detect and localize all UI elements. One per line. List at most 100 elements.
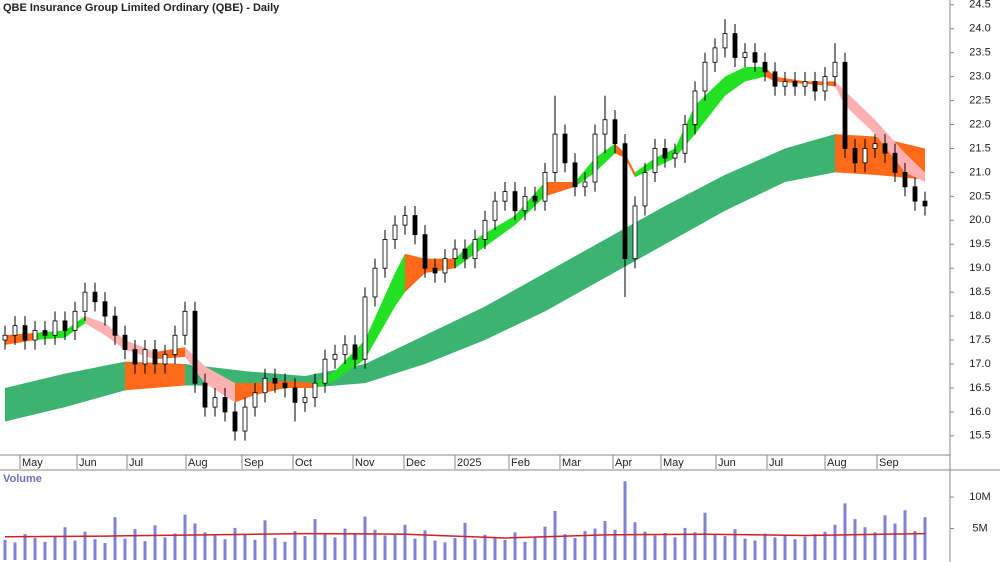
volume-bar [803,536,807,560]
volume-bar [633,522,637,560]
x-tick-label: Aug [188,457,208,469]
candle-body [242,406,248,432]
y-tick-label: 10M [969,491,990,503]
candle-body [372,267,378,298]
volume-bar [503,539,507,560]
candle-body [142,349,148,365]
candle-body [232,411,238,432]
volume-bar [373,529,377,560]
volume-bar [263,520,267,560]
volume-bar [423,530,427,560]
volume-bar [833,524,837,560]
candle-body [212,397,218,408]
volume-bar [653,535,657,560]
volume-bar [333,537,337,560]
candle-body [472,239,478,260]
volume-bar [193,523,197,560]
y-tick-label: 22.5 [969,94,990,106]
candle-body [362,296,368,360]
candle-body [802,81,808,87]
candle-body [312,382,318,398]
ribbon-segment [125,361,185,391]
volume-bar [203,532,207,560]
volume-bar [693,532,697,560]
ribbon-segment [155,347,185,360]
candle-body [402,215,408,226]
candle-body [192,310,198,384]
volume-bar [553,510,557,560]
candle-body [632,205,638,260]
candle-body [122,334,128,351]
volume-bar [63,527,67,560]
volume-bar [913,531,917,560]
volume-bar [733,529,737,560]
candle-body [72,310,78,331]
candle-body [752,52,758,63]
candle-body [692,90,698,125]
volume-bar [143,541,147,560]
volume-bar [133,529,137,560]
volume-bar [533,536,537,560]
candle-body [812,81,818,92]
candle-body [392,224,398,240]
candle-body [182,310,188,336]
volume-bar [93,539,97,560]
ribbon-segment [545,182,575,197]
y-tick-label: 18.5 [969,286,990,298]
x-tick-label: Aug [827,457,847,469]
candle-body [352,344,358,360]
volume-bar [813,534,817,560]
candle-body [532,195,538,202]
y-tick-label: 20.5 [969,190,990,202]
volume-bar [613,529,617,560]
x-tick-label: Jun [79,457,97,469]
ribbon-segment [615,143,625,159]
ribbon-segment [695,76,725,135]
ribbon-segment [805,81,835,87]
candle-body [302,397,308,403]
volume-bar [253,539,257,560]
ribbon-segment [765,67,775,82]
volume-bar [703,512,707,560]
volume-bar [893,523,897,560]
volume-ma [4,532,926,539]
y-tick-label: 19.0 [969,262,990,274]
volume-bar [573,537,577,560]
ribbon-segment [905,153,925,182]
volume-bar [173,533,177,560]
ribbon-segment [35,330,65,341]
candle-body [382,239,388,269]
candle-body [432,267,438,274]
candle-body [342,344,348,355]
candle-body [172,334,178,355]
y-tick-label: 15.5 [969,430,990,442]
volume-bar [83,531,87,560]
candle-body [902,172,908,188]
ribbon-segment [65,361,125,408]
candle-body [702,61,708,92]
x-tick-label: Dec [406,457,426,469]
candle-body [52,320,58,336]
ribbon-segment [335,340,365,381]
volume-bar [673,537,677,560]
candle-body [592,133,598,183]
candle-body [782,81,788,87]
ribbon-segment [425,258,455,273]
ribbon-segment [515,182,545,226]
candle-body [882,143,888,154]
ribbon-segment [595,143,615,173]
candle-body [842,61,848,149]
candle-body [792,81,798,87]
volume-bar [583,531,587,560]
volume-bar [593,528,597,560]
candle-body [762,61,768,73]
ribbon-segment [395,253,405,307]
ribbon-segment [125,340,155,360]
volume-bar [473,539,477,560]
candle-body [622,143,628,260]
ribbon-segment [405,253,425,293]
volume-bar [603,520,607,560]
candle-body [542,172,548,202]
y-tick-label: 23.0 [969,71,990,83]
